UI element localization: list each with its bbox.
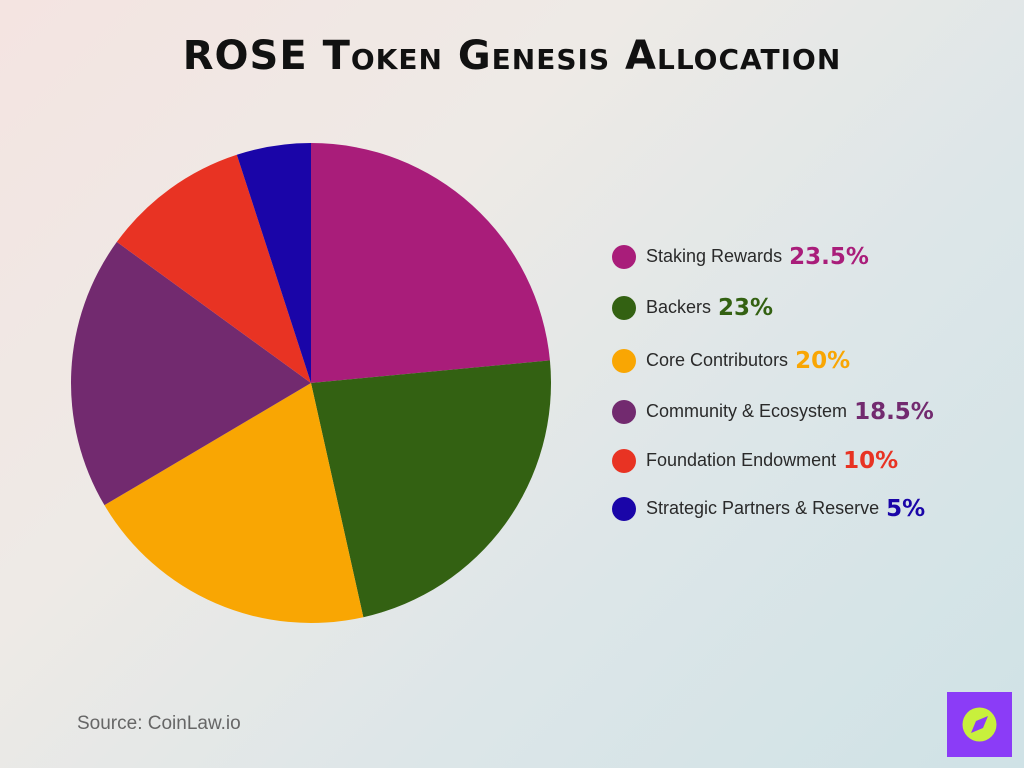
value-label: 10% [843, 448, 898, 474]
pie-slice [116, 154, 311, 383]
legend-entry: Staking Rewards 23.5% [646, 244, 869, 270]
legend-marker [612, 449, 636, 473]
legend-entry: Core Contributors 20% [646, 348, 850, 374]
brand-logo [947, 692, 1012, 757]
legend-marker [612, 400, 636, 424]
legend-marker [612, 245, 636, 269]
pie-slice [236, 143, 311, 383]
legend-entry: Foundation Endowment 10% [646, 448, 898, 474]
value-label: 20% [795, 348, 850, 374]
value-label: 18.5% [854, 399, 934, 425]
legend-label: Community & Ecosystem [646, 401, 847, 421]
legend-label: Backers [646, 297, 711, 317]
legend-label: Staking Rewards [646, 246, 782, 266]
legend-entry: Strategic Partners & Reserve 5% [646, 496, 925, 522]
pie-slice [311, 143, 550, 383]
pie-slice [311, 360, 551, 618]
legend-label: Strategic Partners & Reserve [646, 498, 879, 518]
legend-entry: Community & Ecosystem 18.5% [646, 399, 934, 425]
value-label: 23% [718, 295, 773, 321]
legend-marker [612, 296, 636, 320]
legend-marker [612, 349, 636, 373]
source-note: Source: CoinLaw.io [77, 713, 241, 734]
legend-label: Foundation Endowment [646, 450, 836, 470]
value-label: 5% [886, 496, 925, 522]
logo-compass [971, 716, 988, 733]
pie-slice [70, 241, 311, 506]
legend-marker [612, 497, 636, 521]
legend-label: Core Contributors [646, 350, 788, 370]
pie-slice [104, 383, 364, 624]
value-label: 23.5% [789, 244, 869, 270]
chart-title: ROSE Token Genesis Allocation [183, 33, 842, 79]
legend-entry: Backers 23% [646, 295, 773, 321]
